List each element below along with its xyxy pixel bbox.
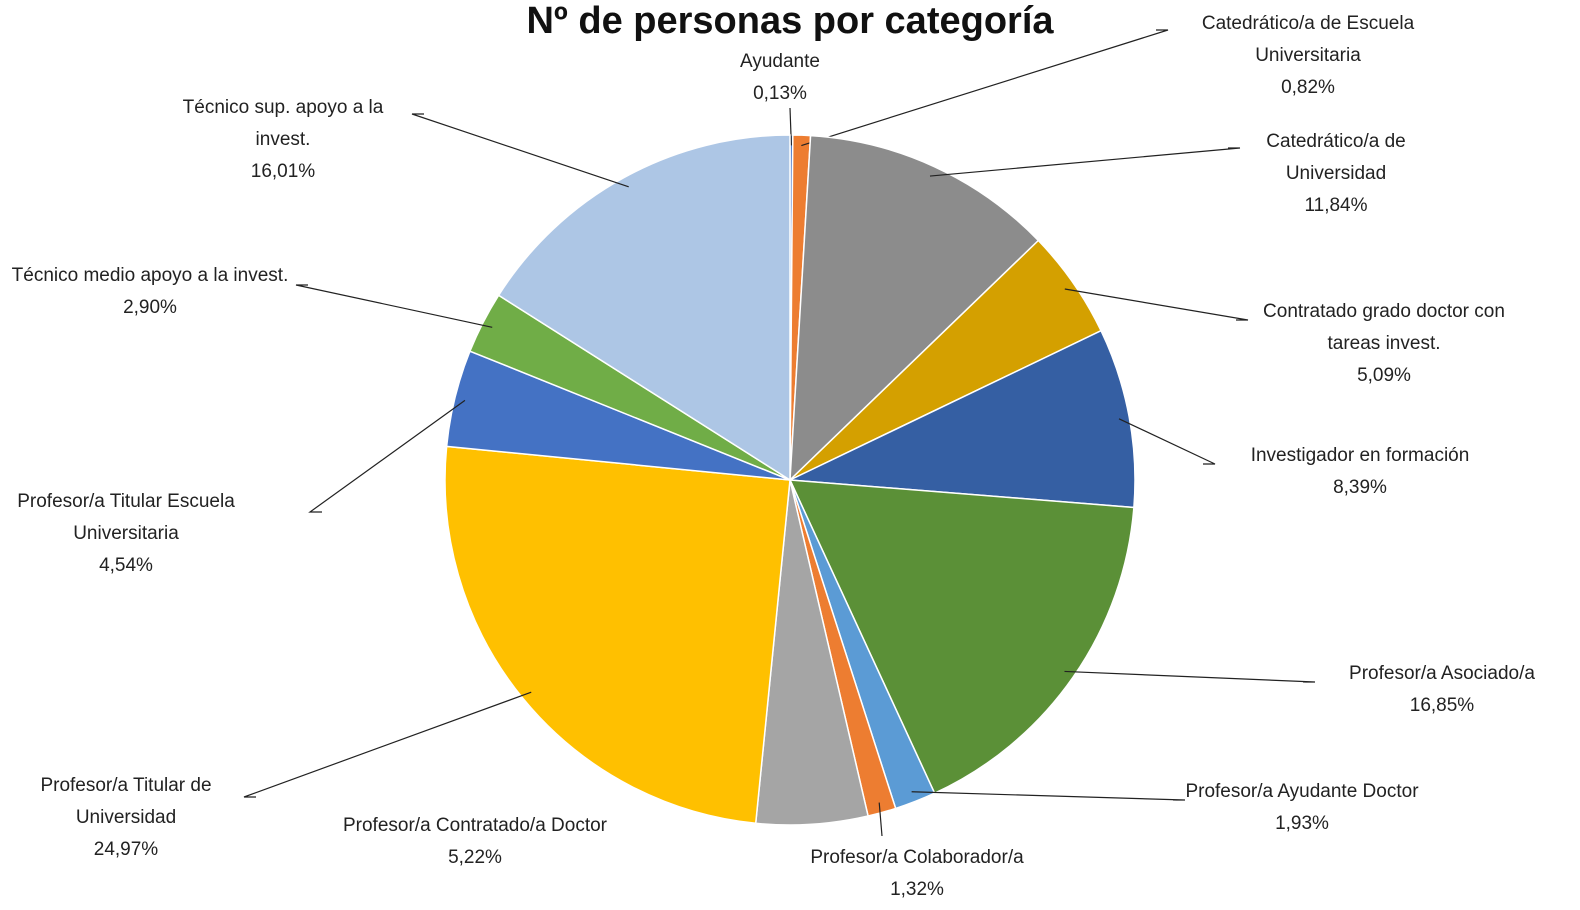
label-value: 1,32% xyxy=(890,879,944,900)
label-name: Profesor/a Ayudante Doctor xyxy=(1185,781,1419,802)
leader-line xyxy=(911,791,1186,801)
pie-slice xyxy=(789,134,1040,482)
pie-slice xyxy=(788,479,1135,795)
leader-line xyxy=(929,147,1241,177)
label-name: Catedrático/a de Universidad xyxy=(1266,131,1406,184)
label-value: 0,13% xyxy=(753,83,807,104)
data-label: Profesor/a Contratado/a Doctor 5,22% xyxy=(335,810,615,874)
leader-line xyxy=(243,691,532,798)
label-name: Profesor/a Asociado/a xyxy=(1349,663,1535,684)
label-value: 11,84% xyxy=(1304,195,1368,216)
data-label: Catedrático/a de Escuela Universitaria 0,… xyxy=(1163,8,1453,104)
leader-line xyxy=(308,399,466,513)
data-label: Técnico medio apoyo a la invest. 2,90% xyxy=(5,260,295,324)
label-value: 5,09% xyxy=(1357,365,1411,386)
label-name: Investigador en formación xyxy=(1250,445,1470,466)
label-value: 24,97% xyxy=(93,839,159,860)
label-value: 0,82% xyxy=(1281,77,1335,98)
data-label: Ayudante 0,13% xyxy=(705,46,855,110)
leader-line xyxy=(801,29,1169,147)
label-name: Catedrático/a de Escuela Universitaria xyxy=(1201,13,1415,66)
leader-line xyxy=(411,113,629,188)
data-label: Profesor/a Asociado/a 16,85% xyxy=(1312,658,1572,722)
label-value: 4,54% xyxy=(99,555,153,576)
leader-line xyxy=(1118,418,1216,465)
label-name: Profesor/a Titular de Universidad xyxy=(40,775,212,828)
label-name: Técnico sup. apoyo a la invest. xyxy=(182,97,384,150)
leader-line xyxy=(1064,670,1316,683)
label-name: Contratado grado doctor con tareas inves… xyxy=(1263,301,1505,354)
data-label: Profesor/a Titular Escuela Universitaria… xyxy=(0,486,281,582)
label-name: Profesor/a Colaborador/a xyxy=(810,847,1024,868)
label-name: Técnico medio apoyo a la invest. xyxy=(11,265,289,286)
data-label: Investigador en formación 8,39% xyxy=(1210,440,1510,504)
label-value: 5,22% xyxy=(448,847,502,868)
pie-slice xyxy=(444,445,791,825)
pie-slice xyxy=(497,134,791,482)
data-label: Profesor/a Titular de Universidad 24,97% xyxy=(1,770,251,866)
label-value: 16,85% xyxy=(1409,695,1475,716)
label-value: 1,93% xyxy=(1275,813,1329,834)
data-label: Profesor/a Colaborador/a 1,32% xyxy=(767,842,1067,906)
leader-line xyxy=(295,284,493,328)
label-name: Profesor/a Contratado/a Doctor xyxy=(342,815,608,836)
leader-line xyxy=(1064,288,1249,321)
label-value: 16,01% xyxy=(250,161,316,182)
label-name: Profesor/a Titular Escuela Universitaria xyxy=(17,491,235,544)
leader-line xyxy=(789,107,792,146)
label-name: Ayudante xyxy=(740,51,820,72)
leader-line xyxy=(878,802,883,837)
data-label: Técnico sup. apoyo a la invest. 16,01% xyxy=(153,92,413,188)
label-value: 8,39% xyxy=(1333,477,1387,498)
data-label: Contratado grado doctor con tareas inves… xyxy=(1239,296,1529,392)
label-value: 2,90% xyxy=(123,297,177,318)
chart-title: Nº de personas por categoría xyxy=(526,0,1054,42)
pie-slice xyxy=(787,329,1136,509)
data-label: Profesor/a Ayudante Doctor 1,93% xyxy=(1182,776,1422,840)
data-label: Catedrático/a de Universidad 11,84% xyxy=(1236,126,1436,222)
